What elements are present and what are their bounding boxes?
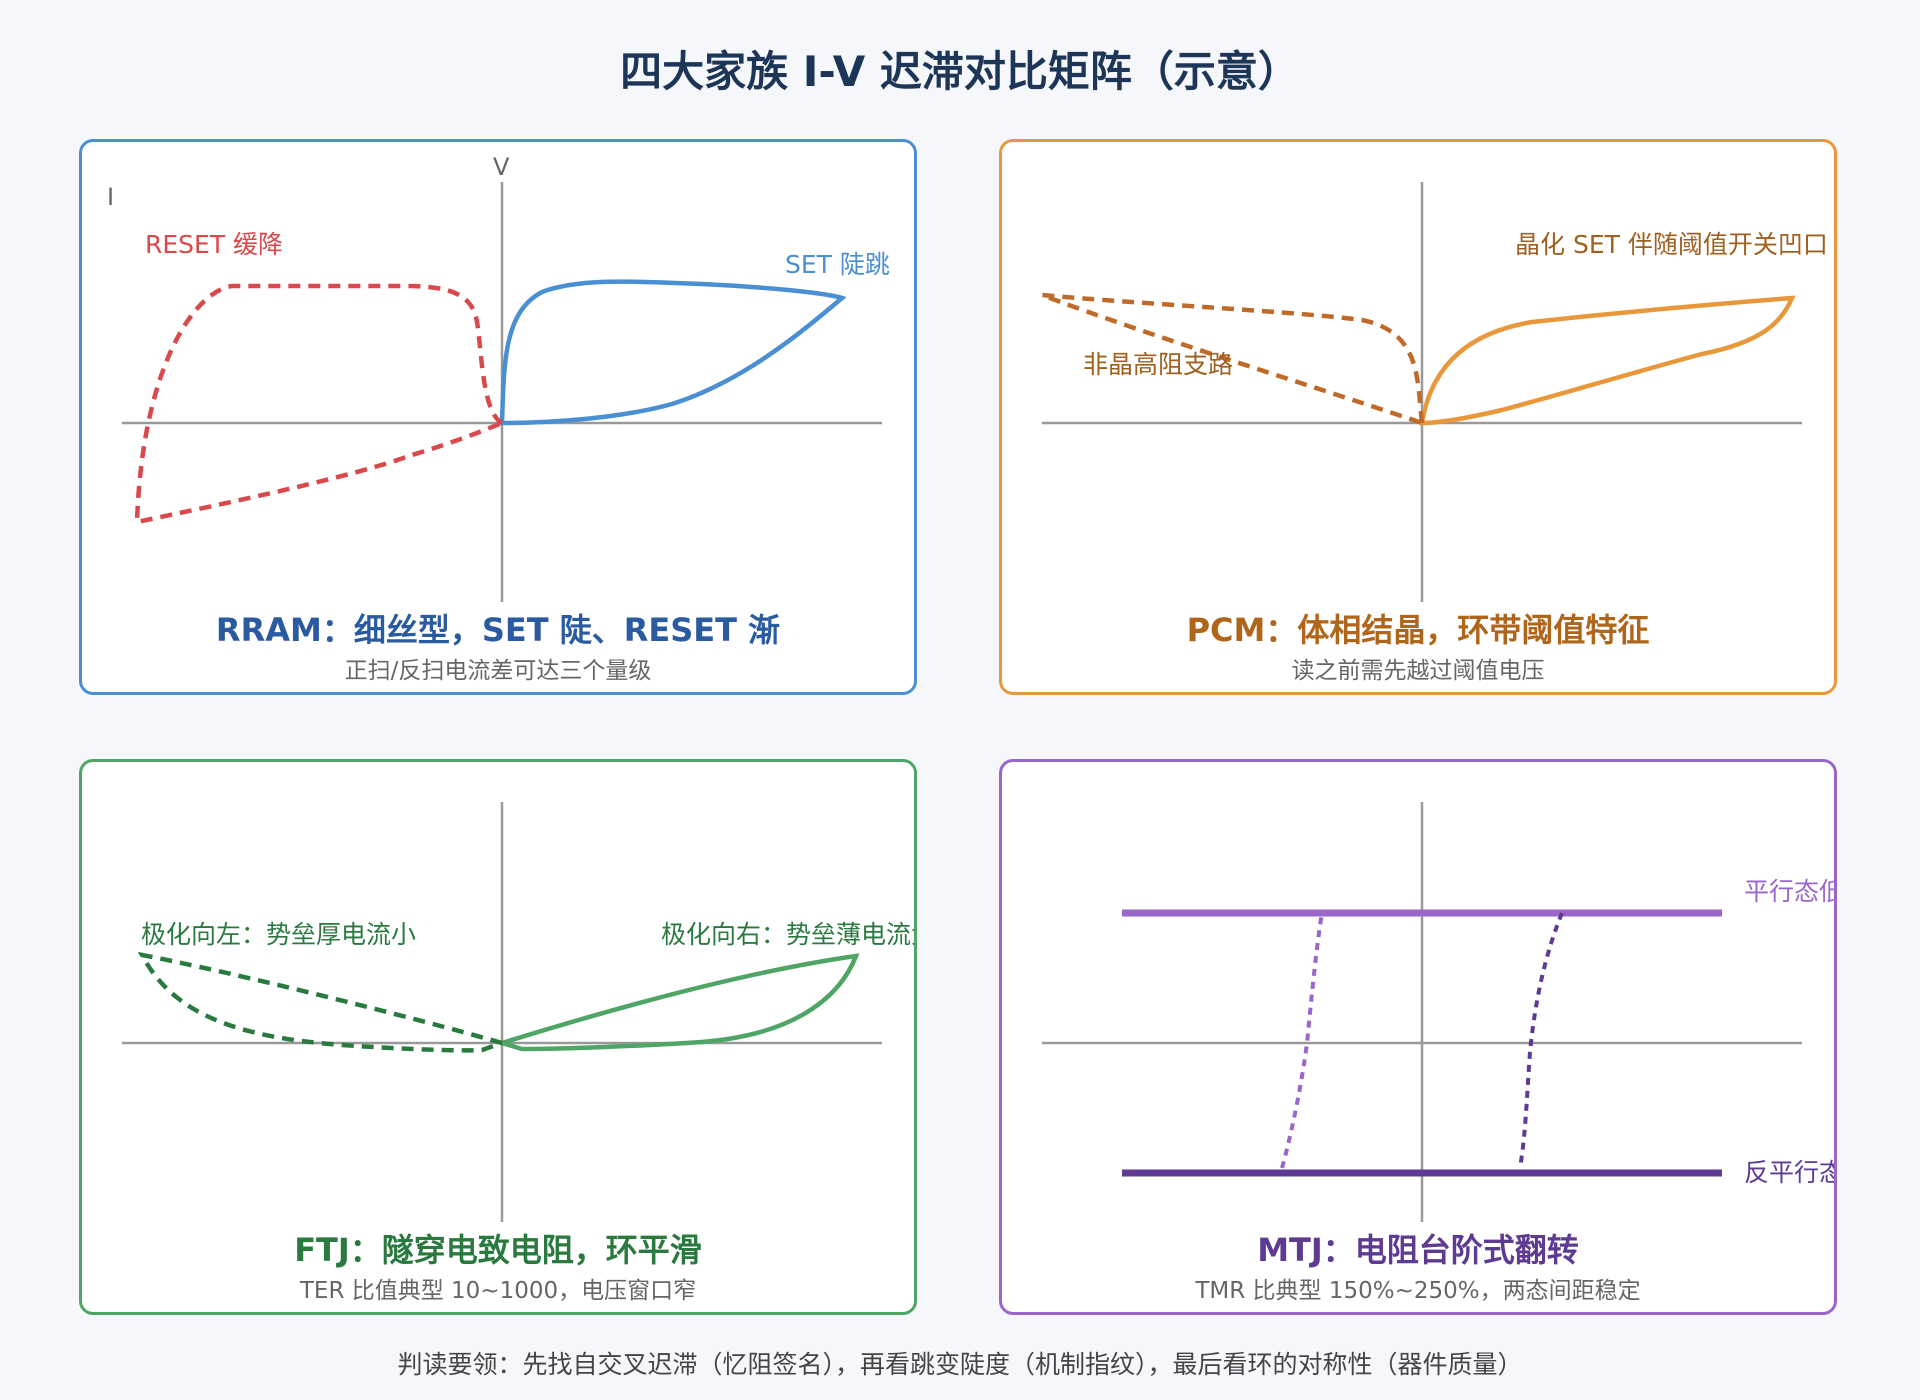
ftj-left-label: 极化向左：势垒厚电流小 xyxy=(141,920,416,949)
pcm-iv-diagram: 晶化 SET 伴随阈值开关凹口 非晶高阻支路 xyxy=(1041,182,1828,602)
mtj-heading: MTJ：电阻台阶式翻转 xyxy=(1257,1231,1579,1269)
page-title: 四大家族 I-V 迟滞对比矩阵（示意） xyxy=(620,47,1300,96)
mtj-iv-diagram: 平行态低阻 反平行态高阻 xyxy=(1042,802,1834,1222)
mtj-switch-to-antiparallel xyxy=(1518,912,1564,1169)
mtj-panel: 平行态低阻 反平行态高阻 MTJ：电阻台阶式翻转 TMR 比典型 150%~25… xyxy=(999,759,1837,1315)
mtj-switch-to-parallel xyxy=(1280,912,1324,1169)
rram-axis-i-label: I xyxy=(107,183,114,211)
rram-set-curve xyxy=(499,279,847,426)
pcm-set-label: 晶化 SET 伴随阈值开关凹口 xyxy=(1515,230,1828,259)
rram-subheading: 正扫/反扫电流差可达三个量级 xyxy=(344,658,652,684)
rram-reset-curve xyxy=(134,283,504,525)
mtj-antiparallel-label: 反平行态高阻 xyxy=(1744,1158,1834,1187)
rram-iv-diagram: V I RESET 缓降 SET 陡跳 xyxy=(107,153,890,602)
mtj-parallel-label: 平行态低阻 xyxy=(1744,877,1834,906)
rram-reset-label: RESET 缓降 xyxy=(145,230,283,259)
ftj-iv-diagram: 极化向左：势垒厚电流小 极化向右：势垒薄电流大 xyxy=(122,802,914,1222)
pcm-heading: PCM：体相结晶，环带阈值特征 xyxy=(1186,611,1650,649)
pcm-set-curve xyxy=(1419,295,1796,426)
rram-set-label: SET 陡跳 xyxy=(785,250,890,279)
mtj-subheading: TMR 比典型 150%~250%，两态间距稳定 xyxy=(1195,1278,1641,1304)
ftj-heading: FTJ：隧穿电致电阻，环平滑 xyxy=(294,1231,702,1269)
ftj-left-curve xyxy=(137,951,503,1053)
pcm-panel: 晶化 SET 伴随阈值开关凹口 非晶高阻支路 PCM：体相结晶，环带阈值特征 读… xyxy=(999,139,1837,695)
ftj-right-label: 极化向右：势垒薄电流大 xyxy=(661,920,914,949)
rram-heading: RRAM：细丝型，SET 陡、RESET 渐 xyxy=(215,611,781,649)
pcm-amorphous-label: 非晶高阻支路 xyxy=(1083,350,1233,379)
pcm-amorphous-curve xyxy=(1041,292,1425,426)
rram-axis-v-label: V xyxy=(493,153,510,181)
ftj-subheading: TER 比值典型 10~1000，电压窗口窄 xyxy=(299,1278,697,1304)
ftj-right-curve xyxy=(494,953,860,1052)
footer-note: 判读要领：先找自交叉迟滞（忆阻签名），再看跳变陡度（机制指纹），最后看环的对称性… xyxy=(397,1350,1523,1379)
ftj-panel: 极化向左：势垒厚电流小 极化向右：势垒薄电流大 FTJ：隧穿电致电阻，环平滑 T… xyxy=(79,759,917,1315)
pcm-subheading: 读之前需先越过阈值电压 xyxy=(1291,658,1545,684)
rram-panel: V I RESET 缓降 SET 陡跳 RRAM：细丝型，SET 陡、RESET… xyxy=(79,139,917,695)
